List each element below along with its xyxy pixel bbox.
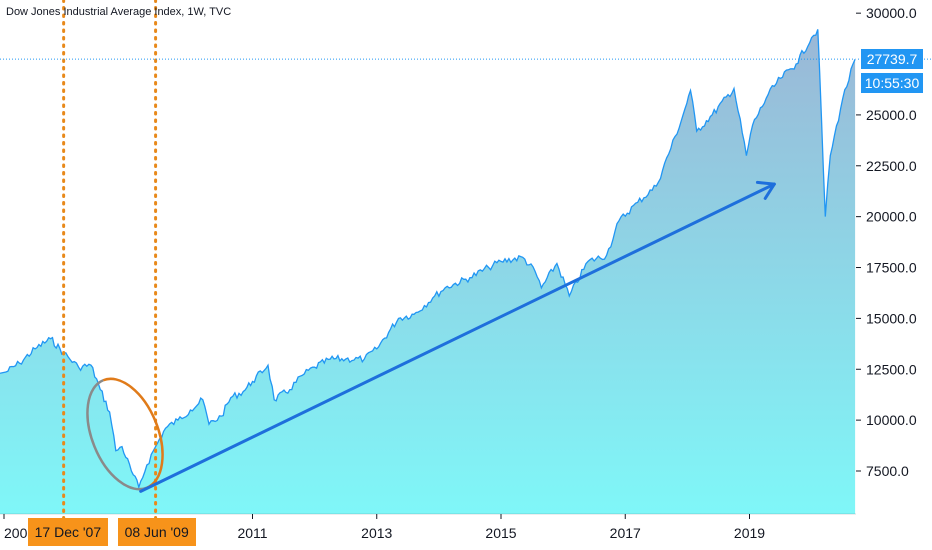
time-tick-label: 2013	[361, 525, 392, 541]
time-tick-label: 2011	[237, 525, 267, 541]
price-tick-label: 12500.0	[866, 361, 917, 377]
price-area-fill	[0, 29, 856, 514]
time-tick-label: 2019	[734, 525, 765, 541]
trend-arrow-line[interactable]	[139, 182, 776, 493]
highlight-ellipse[interactable]	[73, 368, 178, 500]
chart-title: Dow Jones Industrial Average Index, 1W, …	[6, 6, 232, 18]
price-tick-label: 7500.0	[866, 463, 909, 479]
date-marker-right: 08 Jun '09	[117, 518, 196, 546]
price-series-line[interactable]	[0, 29, 856, 490]
bar-countdown-tag: 10:55:30	[861, 73, 923, 94]
price-tick-label: 22500.0	[866, 158, 917, 174]
time-tick-label: 2007	[4, 525, 35, 541]
time-axis[interactable]: 2007 2011 2013 2015 2017 2019	[0, 513, 856, 541]
price-axis[interactable]: 7500.0 10000.0 12500.0 15000.0 17500.0 20000.…	[856, 5, 917, 479]
plot-area[interactable]	[0, 29, 856, 514]
date-marker-left: 17 Dec '07	[27, 518, 109, 546]
ellipse-right-arc	[102, 377, 164, 489]
price-tick-label: 10000.0	[866, 412, 917, 428]
ellipse-left-arc	[86, 379, 148, 491]
price-tick-label: 20000.0	[866, 209, 917, 225]
time-tick-label: 2017	[610, 525, 641, 541]
time-tick-label: 2015	[485, 525, 516, 541]
trend-arrow-head	[755, 180, 776, 200]
price-tick-label: 17500.0	[866, 260, 917, 276]
price-tick-label: 25000.0	[866, 107, 917, 123]
price-tick-label: 30000.0	[866, 5, 917, 21]
price-tick-label: 15000.0	[866, 310, 917, 326]
drawings-layer[interactable]	[0, 0, 932, 522]
last-price-tag: 27739.7	[861, 49, 923, 70]
